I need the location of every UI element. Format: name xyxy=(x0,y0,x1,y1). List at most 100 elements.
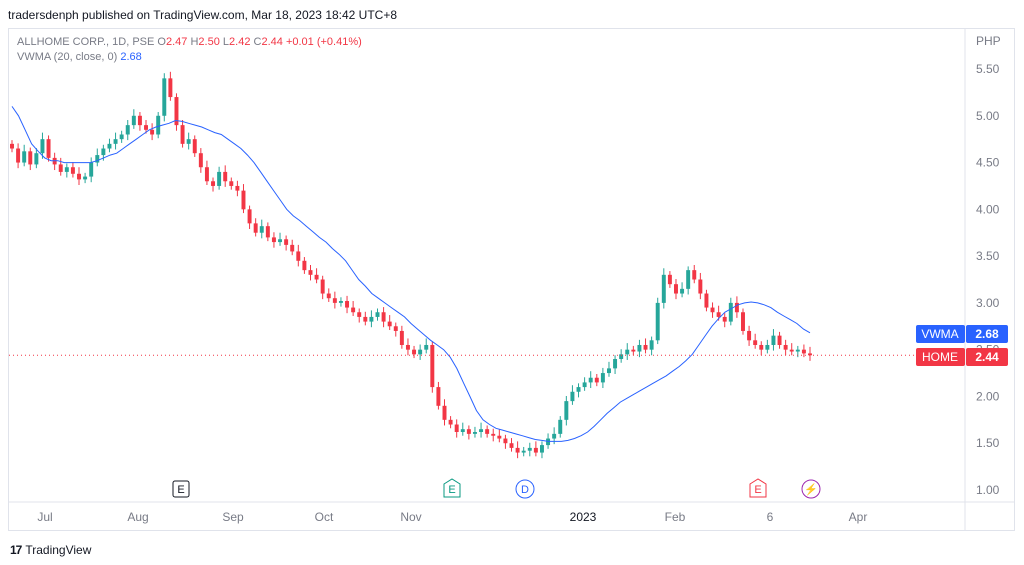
candle-body xyxy=(564,401,569,420)
candle-body xyxy=(789,349,794,352)
candle-body xyxy=(600,373,605,383)
candle-body xyxy=(418,349,423,355)
candle-body xyxy=(436,387,441,406)
candle-body xyxy=(442,405,447,420)
candle-body xyxy=(625,349,630,355)
candle-body xyxy=(460,429,465,432)
publish-info: tradersdenph published on TradingView.co… xyxy=(8,8,398,22)
candle-body xyxy=(332,298,337,303)
candle-body xyxy=(381,312,386,322)
vwma-line xyxy=(11,106,811,442)
candle-body xyxy=(308,270,313,275)
candle-body xyxy=(399,330,404,345)
candle-body xyxy=(527,447,532,451)
x-tick-label: 6 xyxy=(767,510,774,524)
candle-body xyxy=(716,312,721,317)
candle-body xyxy=(637,344,642,352)
change-value: +0.01 (+0.41%) xyxy=(285,36,362,48)
event-label: E xyxy=(177,484,184,496)
candle-body xyxy=(22,151,27,163)
candle-body xyxy=(765,344,770,350)
candle-body xyxy=(119,134,124,140)
candle-body xyxy=(271,237,276,243)
candle-body xyxy=(674,284,678,294)
x-tick-label: Jul xyxy=(37,510,52,524)
candle-body xyxy=(424,344,429,350)
candle-body xyxy=(162,78,167,116)
currency-label: PHP xyxy=(976,34,1001,48)
candle-body xyxy=(28,151,33,165)
price-label-name: VWMA xyxy=(921,327,958,341)
candle-body xyxy=(533,447,538,453)
candle-body xyxy=(576,387,581,392)
candle-body xyxy=(247,209,252,224)
candle-body xyxy=(387,321,392,327)
low-value: 2.42 xyxy=(229,36,251,48)
candle-body xyxy=(156,115,161,135)
symbol-name: ALLHOME CORP., 1D, PSE xyxy=(17,36,155,48)
candle-body xyxy=(692,270,697,280)
candle-body xyxy=(412,349,417,355)
x-tick-label: Sep xyxy=(222,510,244,524)
price-label-name: HOME xyxy=(922,350,958,364)
candle-body xyxy=(180,125,185,144)
candle-body xyxy=(619,354,624,360)
candle-body xyxy=(217,171,222,186)
symbol-row: ALLHOME CORP., 1D, PSE O2.47 H2.50 L2.42… xyxy=(17,35,362,50)
candle-body xyxy=(582,382,587,388)
price-label-value: 2.44 xyxy=(975,350,999,364)
price-label-name-box xyxy=(916,348,965,366)
candle-body xyxy=(34,153,39,165)
candle-body xyxy=(448,419,453,425)
tradingview-logo-icon: 17 xyxy=(10,543,22,557)
candle-body xyxy=(125,125,130,135)
candle-body xyxy=(89,162,94,177)
candle-body xyxy=(107,143,112,149)
candle-body xyxy=(497,435,502,439)
dividend-marker-icon xyxy=(515,479,535,499)
earnings-marker-icon xyxy=(749,478,767,498)
price-label-value-box xyxy=(966,348,1008,366)
candle-body xyxy=(284,239,289,245)
candle-body xyxy=(734,302,739,313)
candle-body xyxy=(211,181,216,186)
y-tick-label: 4.50 xyxy=(976,156,1000,170)
candle-body xyxy=(314,274,319,280)
x-tick-label: Oct xyxy=(315,510,334,524)
candle-body xyxy=(558,419,563,434)
candle-body xyxy=(795,349,800,352)
candle-body xyxy=(430,344,435,388)
indicator-name: VWMA (20, close, 0) xyxy=(17,51,118,63)
y-tick-label: 4.00 xyxy=(976,202,1000,216)
candle-body xyxy=(16,148,21,163)
candle-body xyxy=(137,115,142,126)
candle-body xyxy=(509,443,514,448)
candle-body xyxy=(320,279,325,294)
x-tick-label: Apr xyxy=(849,510,868,524)
chart-frame xyxy=(8,28,1015,531)
candle-body xyxy=(777,335,782,345)
high-label: H xyxy=(190,36,199,48)
candle-body xyxy=(728,302,733,322)
indicator-row: VWMA (20, close, 0) 2.68 xyxy=(17,50,362,65)
candle-body xyxy=(198,153,203,168)
candle-body xyxy=(491,433,496,436)
candle-body xyxy=(10,143,14,149)
candle-body xyxy=(539,445,544,453)
price-label-name-box xyxy=(916,325,965,343)
candle-body xyxy=(144,125,148,130)
candle-body xyxy=(485,429,490,434)
candle-body xyxy=(46,139,51,158)
event-label: E xyxy=(754,484,761,496)
y-tick-label: 3.50 xyxy=(976,249,1000,263)
candle-body xyxy=(552,433,557,439)
candle-body xyxy=(747,330,752,341)
candle-body xyxy=(101,148,106,156)
brand-name[interactable]: TradingView xyxy=(25,543,92,557)
price-label-value: 2.68 xyxy=(975,327,999,341)
candle-body xyxy=(83,176,88,180)
candle-body xyxy=(704,293,709,308)
candle-body xyxy=(113,139,118,144)
candle-body xyxy=(649,340,654,350)
